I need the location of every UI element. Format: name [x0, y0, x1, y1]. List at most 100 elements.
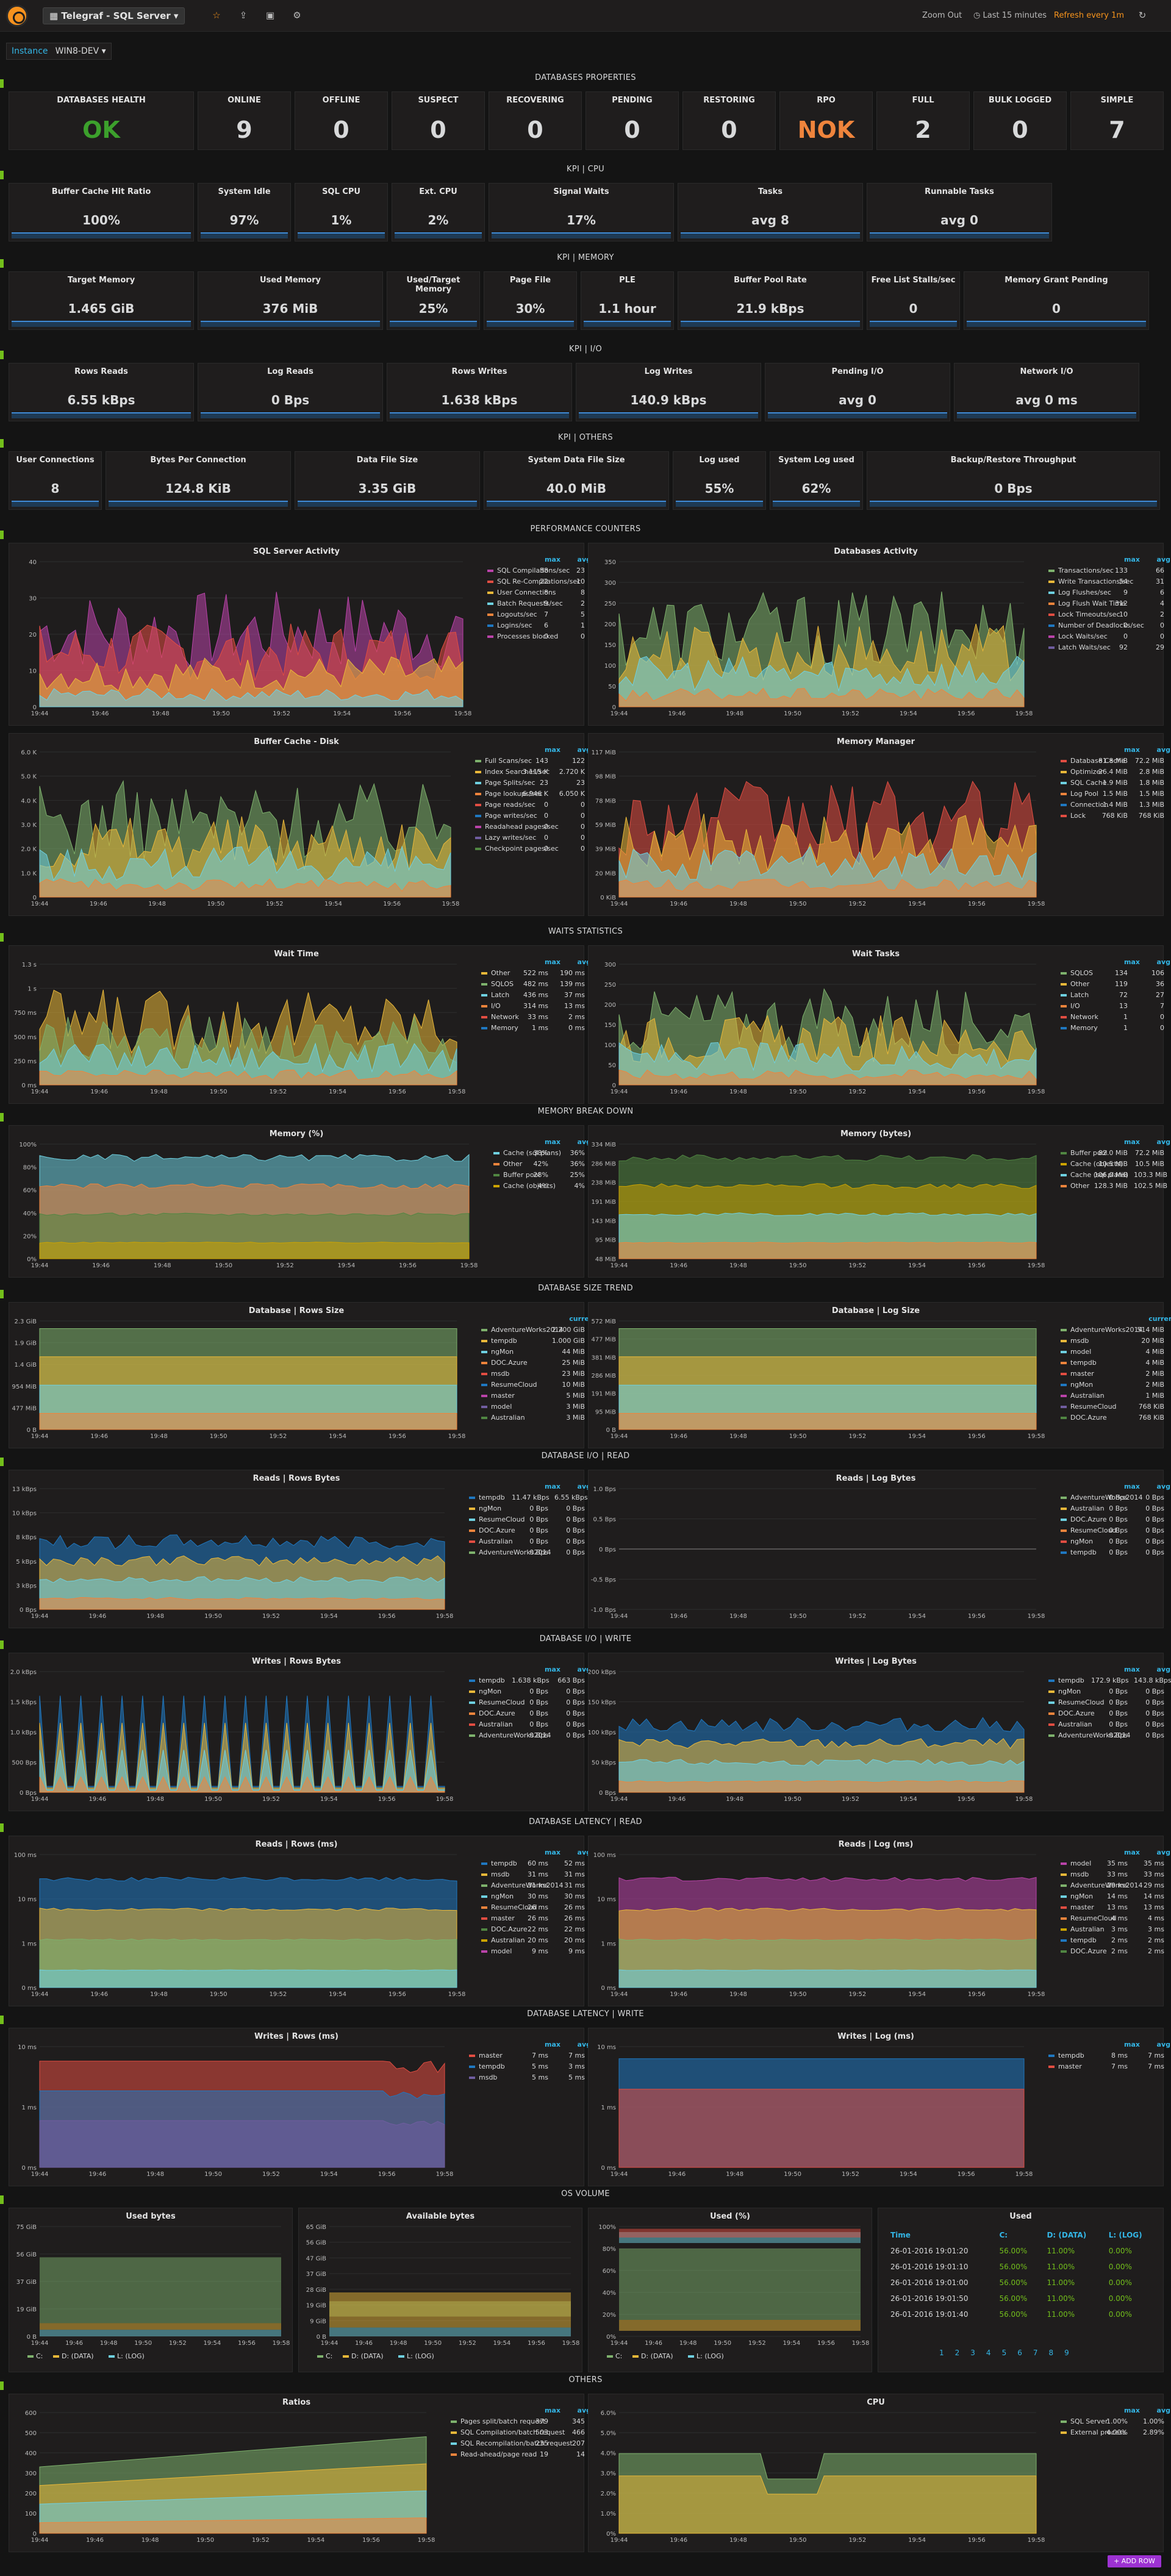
graph-panel[interactable]: Wait Time 0 ms 250 ms 500 ms 750 ms 1 s 1.3 s 1… — [9, 945, 591, 1104]
stat-panel[interactable]: System Data File Size 40.0 MiB — [484, 451, 669, 510]
stat-panel[interactable]: Tasks avg 8 — [678, 183, 863, 242]
graph-canvas[interactable]: -1.0 Bps -0.5 Bps 0 Bps 0.5 Bps 1.0 Bps 19:44… — [589, 1470, 1164, 1629]
graph-canvas[interactable]: 0% 20% 40% 60% 80% 100% 19:44 19:46 19:48 19:50 19… — [589, 2208, 873, 2373]
grafana-logo-icon[interactable] — [6, 5, 28, 27]
legend-item[interactable]: AdventureWorks2014 0 Bps 0 Bps — [1048, 1730, 1171, 1741]
legend-column-header[interactable]: max — [1124, 2406, 1140, 2414]
legend-column-header[interactable]: max — [545, 1665, 560, 1673]
legend-item[interactable]: Optimizer 26.4 MiB 2.8 MiB — [1061, 767, 1171, 778]
legend-item[interactable]: Read-ahead/page read 19 14 — [451, 2449, 603, 2460]
stat-panel[interactable]: System Idle 97% — [198, 183, 291, 242]
legend-item[interactable]: Page reads/sec 0 0 — [475, 800, 603, 810]
row-title[interactable]: PERFORMANCE COUNTERS — [530, 524, 641, 534]
table-panel[interactable]: Used Time C: D: (DATA) L: (LOG) 26-01-2016 19… — [878, 2208, 1164, 2372]
table-column-header[interactable]: Time — [890, 2231, 911, 2239]
stat-panel[interactable]: Log Reads 0 Bps — [198, 363, 383, 421]
legend-item[interactable]: Other 522 ms 190 ms — [481, 968, 603, 979]
legend-item[interactable]: Cache (objects) 10.5 MiB 10.5 MiB — [1061, 1159, 1171, 1170]
legend-item[interactable]: msdb 33 ms 33 ms — [1061, 1869, 1171, 1880]
legend-column-header[interactable]: max — [545, 1138, 560, 1146]
legend-item[interactable]: L: (LOG) — [398, 2352, 434, 2360]
legend-column-header[interactable]: max — [1124, 1483, 1140, 1490]
graph-canvas[interactable]: 0 ms 250 ms 500 ms 750 ms 1 s 1.3 s 19:44 19:46… — [9, 946, 585, 1104]
legend-item[interactable]: Processes blocked 0 0 — [487, 631, 603, 642]
legend-item[interactable]: Latch 436 ms 37 ms — [481, 990, 603, 1001]
legend-item[interactable]: Pages split/batch request 379 345 — [451, 2416, 603, 2427]
graph-canvas[interactable]: 0 KiB 20 MiB 39 MiB 59 MiB 78 MiB 98 MiB 117 M… — [589, 734, 1164, 917]
legend-item[interactable]: User Connections 8 8 — [487, 587, 603, 598]
legend-column-header[interactable]: max — [545, 1848, 560, 1856]
row-collapse-bar[interactable] — [0, 1458, 4, 1466]
legend-item[interactable]: Connection 1.4 MiB 1.3 MiB — [1061, 800, 1171, 810]
legend-item[interactable]: D: (DATA) — [53, 2352, 94, 2360]
legend-item[interactable]: SQL Compilation/batch request 503 466 — [451, 2427, 603, 2438]
row-title[interactable]: DATABASE I/O | READ — [541, 1451, 630, 1461]
legend-item[interactable]: Other 128.3 MiB 102.5 MiB — [1061, 1181, 1171, 1192]
legend-column-header[interactable]: avg — [577, 1848, 591, 1856]
graph-panel[interactable]: SQL Server Activity 0 10 20 30 40 19:44 19:46 19… — [9, 543, 591, 726]
legend-item[interactable]: ngMon 0 Bps 0 Bps — [1048, 1686, 1171, 1697]
legend-item[interactable]: Lazy writes/sec 0 0 — [475, 832, 603, 843]
legend-column-header[interactable]: avg — [1156, 746, 1170, 754]
legend-column-header[interactable]: current — [1148, 1315, 1171, 1323]
legend-column-header[interactable]: avg — [577, 958, 591, 966]
legend-item[interactable]: Australian 0 Bps 0 Bps — [469, 1719, 603, 1730]
legend-item[interactable]: C: — [607, 2352, 622, 2360]
graph-canvas[interactable]: 0% 20% 40% 60% 80% 100% 19:44 19:46 19:48 19:50 19… — [9, 1126, 585, 1278]
row-collapse-bar[interactable] — [0, 351, 4, 359]
row-collapse-bar[interactable] — [0, 2016, 4, 2024]
table-column-header[interactable]: L: (LOG) — [1108, 2231, 1142, 2239]
stat-panel[interactable]: Ext. CPU 2% — [392, 183, 485, 242]
row-title[interactable]: DATABASE I/O | WRITE — [539, 1634, 632, 1644]
page-link[interactable]: 8 — [1048, 2349, 1054, 2357]
stat-panel[interactable]: PENDING 0 — [586, 91, 679, 150]
row-collapse-bar[interactable] — [0, 79, 4, 88]
legend-item[interactable]: AdventureWorks2014 0 Bps 0 Bps — [469, 1547, 603, 1558]
graph-panel[interactable]: Writes | Rows Bytes 0 Bps 500 Bps 1.0 kBps 1… — [9, 1653, 591, 1811]
page-link[interactable]: 5 — [1001, 2349, 1007, 2357]
stat-panel[interactable]: System Log used 62% — [770, 451, 863, 510]
legend-item[interactable]: master 5 MiB — [481, 1390, 603, 1401]
page-link[interactable]: 2 — [954, 2349, 960, 2357]
stat-panel[interactable]: Log used 55% — [673, 451, 766, 510]
legend-column-header[interactable]: max — [1124, 1138, 1140, 1146]
legend-column-header[interactable]: max — [545, 556, 560, 564]
graph-canvas[interactable]: 0 ms 1 ms 10 ms 100 ms 19:44 19:46 19:48 19:50 1… — [9, 1836, 585, 2007]
stat-panel[interactable]: Bytes Per Connection 124.8 KiB — [106, 451, 291, 510]
graph-canvas[interactable]: 0 ms 1 ms 10 ms 19:44 19:46 19:48 19:50 19:52 19… — [589, 2028, 1164, 2187]
legend-item[interactable]: ResumeCloud 0 Bps 0 Bps — [469, 1514, 603, 1525]
legend-item[interactable]: Buffer pool 28% 25% — [493, 1170, 603, 1181]
stat-panel[interactable]: Used Memory 376 MiB — [198, 271, 383, 330]
legend-item[interactable]: AdventureWorks2014 0 Bps 0 Bps — [469, 1730, 603, 1741]
legend-item[interactable]: master 26 ms 26 ms — [481, 1913, 603, 1924]
graph-canvas[interactable]: 0 B 9 GiB 19 GiB 28 GiB 37 GiB 47 GiB 56 GiB 65… — [299, 2208, 583, 2373]
legend-item[interactable]: Other 42% 36% — [493, 1159, 603, 1170]
legend-item[interactable]: D: (DATA) — [632, 2352, 673, 2360]
stat-panel[interactable]: ONLINE 9 — [198, 91, 291, 150]
table-column-header[interactable]: D: (DATA) — [1047, 2231, 1087, 2239]
legend-item[interactable]: msdb 23 MiB — [481, 1368, 603, 1379]
legend-item[interactable]: ResumeCloud 10 MiB — [481, 1379, 603, 1390]
graph-canvas[interactable]: 0 1.0 K 2.0 K 3.0 K 4.0 K 5.0 K 6.0 K 19:44 19:4… — [9, 734, 585, 917]
legend-item[interactable]: ResumeCloud 26 ms 26 ms — [481, 1902, 603, 1913]
legend-item[interactable]: SQL Recompilation/batch request 235 207 — [451, 2438, 603, 2449]
legend-item[interactable]: msdb 5 ms 5 ms — [469, 2072, 603, 2083]
legend-item[interactable]: master 13 ms 13 ms — [1061, 1902, 1171, 1913]
graph-panel[interactable]: Memory (%) 0% 20% 40% 60% 80% 100% 19:44 19:46 19… — [9, 1125, 591, 1278]
legend-item[interactable]: Logouts/sec 7 5 — [487, 609, 603, 620]
stat-panel[interactable]: Network I/O avg 0 ms — [954, 363, 1139, 421]
legend-item[interactable]: Lock 768 KiB 768 KiB — [1061, 810, 1171, 821]
legend-item[interactable]: Cache (sql plans) 106.0 MiB 103.3 MiB — [1061, 1170, 1171, 1181]
legend-column-header[interactable]: avg — [1156, 2406, 1170, 2414]
legend-column-header[interactable]: avg — [577, 556, 591, 564]
legend-item[interactable]: DOC.Azure 768 KiB — [1061, 1412, 1171, 1423]
legend-item[interactable]: AdventureWorks2014 31 ms 31 ms — [481, 1880, 603, 1891]
graph-canvas[interactable]: 0 B 95 MiB 191 MiB 286 MiB 381 MiB 477 MiB 572… — [589, 1303, 1164, 1449]
instance-value[interactable]: WIN8-DEV — [55, 46, 99, 56]
stat-panel[interactable]: FULL 2 — [876, 91, 970, 150]
legend-item[interactable]: Network 1 0 — [1061, 1012, 1171, 1023]
legend-column-header[interactable]: avg — [577, 2406, 591, 2414]
stat-panel[interactable]: Memory Grant Pending 0 — [964, 271, 1149, 330]
